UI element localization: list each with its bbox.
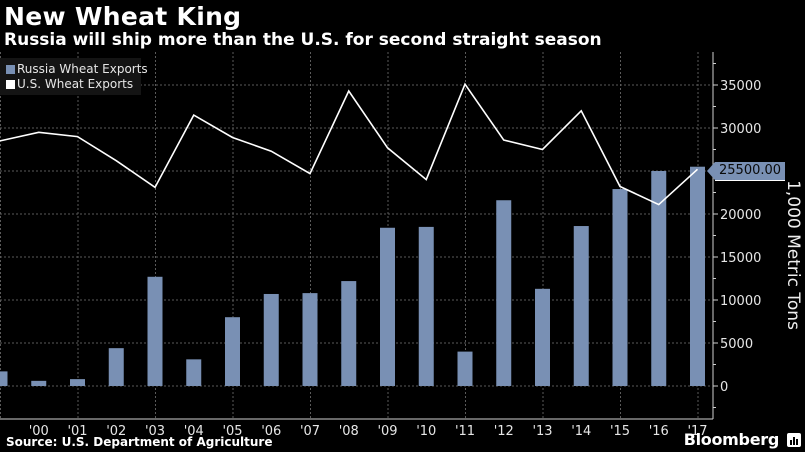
bar-russia bbox=[535, 288, 550, 386]
legend: Russia Wheat Exports U.S. Wheat Exports bbox=[0, 58, 148, 95]
bar-russia bbox=[690, 166, 705, 386]
x-tick-label: '00 bbox=[29, 424, 49, 439]
bar-russia bbox=[457, 351, 473, 386]
y-tick-label: 0 bbox=[720, 380, 728, 395]
legend-label: Russia Wheat Exports bbox=[17, 62, 148, 76]
bar-russia bbox=[108, 348, 124, 386]
x-tick-label: '12 bbox=[494, 424, 514, 439]
x-tick-label: '16 bbox=[649, 424, 669, 439]
bar-russia bbox=[418, 226, 434, 386]
x-tick-label: '13 bbox=[532, 424, 552, 439]
bar-russia bbox=[263, 293, 279, 386]
legend-label: U.S. Wheat Exports bbox=[17, 77, 134, 91]
bar-russia bbox=[186, 359, 202, 386]
y-tick-label: 30000 bbox=[720, 122, 761, 137]
brand-logo: Bloomberg bbox=[683, 430, 780, 449]
y-tick-label: 35000 bbox=[720, 79, 761, 94]
bar-russia bbox=[573, 226, 589, 386]
x-tick-label: '08 bbox=[339, 424, 359, 439]
bar-russia bbox=[302, 293, 318, 386]
y-tick-label: 5000 bbox=[720, 337, 753, 352]
bar-russia bbox=[496, 200, 512, 386]
x-tick-label: '01 bbox=[67, 424, 87, 439]
y-tick-label: 20000 bbox=[720, 208, 761, 223]
chart-title: New Wheat King bbox=[4, 2, 242, 31]
bar-russia bbox=[70, 379, 85, 386]
x-tick-label: '02 bbox=[106, 424, 126, 439]
x-axis: '00 '01 '02 '03 '04 '05 '06 '07 '08 '09 '10 '11 '12 '… bbox=[0, 418, 713, 439]
bar-russia bbox=[0, 371, 8, 386]
bar-russia bbox=[651, 171, 667, 386]
y-axis-label: 1,000 Metric Tons bbox=[783, 180, 803, 330]
x-tick-label: '09 bbox=[377, 424, 397, 439]
russia-bars bbox=[0, 166, 705, 386]
x-tick-label: '15 bbox=[610, 424, 630, 439]
russia-swatch-icon bbox=[6, 65, 15, 74]
y-axis: 05000100001500020000250003000035000 bbox=[712, 52, 761, 419]
bar-russia bbox=[31, 380, 47, 386]
x-tick-label: '17 bbox=[687, 424, 707, 439]
y-tick-label: 15000 bbox=[720, 251, 761, 266]
legend-item-us[interactable]: U.S. Wheat Exports bbox=[6, 77, 133, 91]
x-tick-label: '05 bbox=[222, 424, 242, 439]
us-swatch-icon bbox=[6, 80, 15, 89]
source-note: Source: U.S. Department of Agriculture bbox=[6, 435, 273, 449]
chart-subtitle: Russia will ship more than the U.S. for … bbox=[4, 30, 602, 50]
x-tick-label: '07 bbox=[300, 424, 320, 439]
last-value-tag: 25500.00 bbox=[706, 162, 786, 181]
line-us bbox=[0, 82, 699, 206]
bloomberg-chart-icon[interactable] bbox=[787, 433, 801, 447]
x-tick-label: '14 bbox=[571, 424, 591, 439]
bar-russia bbox=[380, 227, 395, 386]
legend-item-russia[interactable]: Russia Wheat Exports bbox=[6, 62, 148, 76]
x-tick-label: '11 bbox=[455, 424, 475, 439]
x-tick-label: '03 bbox=[145, 424, 165, 439]
bar-russia bbox=[147, 276, 163, 386]
x-tick-label: '06 bbox=[261, 424, 281, 439]
x-tick-label: '04 bbox=[184, 424, 204, 439]
x-tick-label: '10 bbox=[416, 424, 436, 439]
us-line bbox=[0, 82, 699, 206]
y-tick-label: 10000 bbox=[720, 294, 761, 309]
bar-russia bbox=[341, 281, 357, 386]
bar-russia bbox=[225, 317, 240, 386]
bar-russia bbox=[612, 189, 628, 386]
